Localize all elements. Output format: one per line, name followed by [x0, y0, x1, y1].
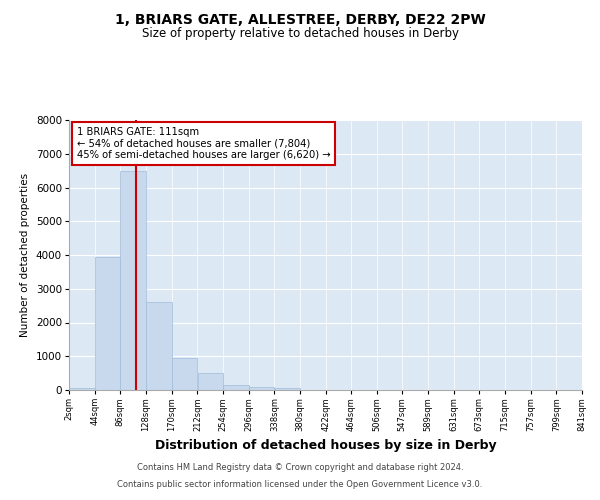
Y-axis label: Number of detached properties: Number of detached properties [20, 173, 31, 337]
Text: 1 BRIARS GATE: 111sqm
← 54% of detached houses are smaller (7,804)
45% of semi-d: 1 BRIARS GATE: 111sqm ← 54% of detached … [77, 126, 331, 160]
Bar [197, 373, 223, 390]
Text: Size of property relative to detached houses in Derby: Size of property relative to detached ho… [142, 28, 458, 40]
Bar [249, 386, 274, 390]
Bar [275, 388, 300, 390]
Bar [95, 256, 120, 390]
Text: 1, BRIARS GATE, ALLESTREE, DERBY, DE22 2PW: 1, BRIARS GATE, ALLESTREE, DERBY, DE22 2… [115, 12, 485, 26]
Bar [69, 388, 95, 390]
Text: Contains public sector information licensed under the Open Government Licence v3: Contains public sector information licen… [118, 480, 482, 489]
Bar [146, 302, 172, 390]
X-axis label: Distribution of detached houses by size in Derby: Distribution of detached houses by size … [155, 440, 496, 452]
Text: Contains HM Land Registry data © Crown copyright and database right 2024.: Contains HM Land Registry data © Crown c… [137, 464, 463, 472]
Bar [172, 358, 197, 390]
Bar [223, 385, 248, 390]
Bar [121, 170, 146, 390]
